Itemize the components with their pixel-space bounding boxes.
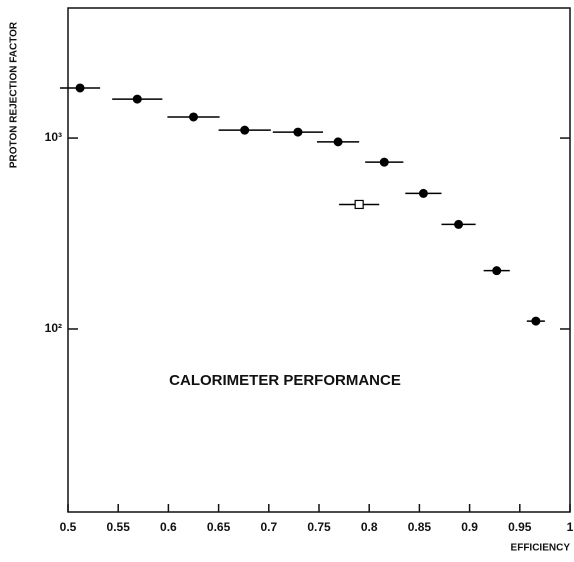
y-tick-label: 10² [45,321,62,335]
point [240,125,250,135]
point [75,83,85,93]
point [531,316,541,326]
x-tick-label: 0.75 [307,520,331,534]
point [454,219,464,229]
x-tick-label: 0.8 [361,520,378,534]
x-tick-label: 0.95 [508,520,532,534]
x-axis-label: EFFICIENCY [511,543,571,554]
point [492,266,502,276]
x-tick-label: 1 [567,520,574,534]
x-tick-label: 0.9 [461,520,478,534]
x-tick-label: 0.6 [160,520,177,534]
x-tick-label: 0.7 [260,520,277,534]
point [132,94,142,104]
point [293,127,303,137]
annotation: CALORIMETER PERFORMANCE [169,372,401,389]
x-tick-label: 0.5 [60,520,77,534]
x-tick-label: 0.55 [107,520,131,534]
point [333,137,343,147]
y-axis-label: PROTON REJECTION FACTOR [9,21,20,168]
point [418,188,428,198]
point [189,112,198,122]
y-tick-label: 10³ [45,130,62,144]
x-tick-label: 0.85 [408,520,432,534]
plot-frame [67,7,571,513]
point [354,199,364,210]
point [379,157,389,167]
x-tick-label: 0.65 [207,520,231,534]
